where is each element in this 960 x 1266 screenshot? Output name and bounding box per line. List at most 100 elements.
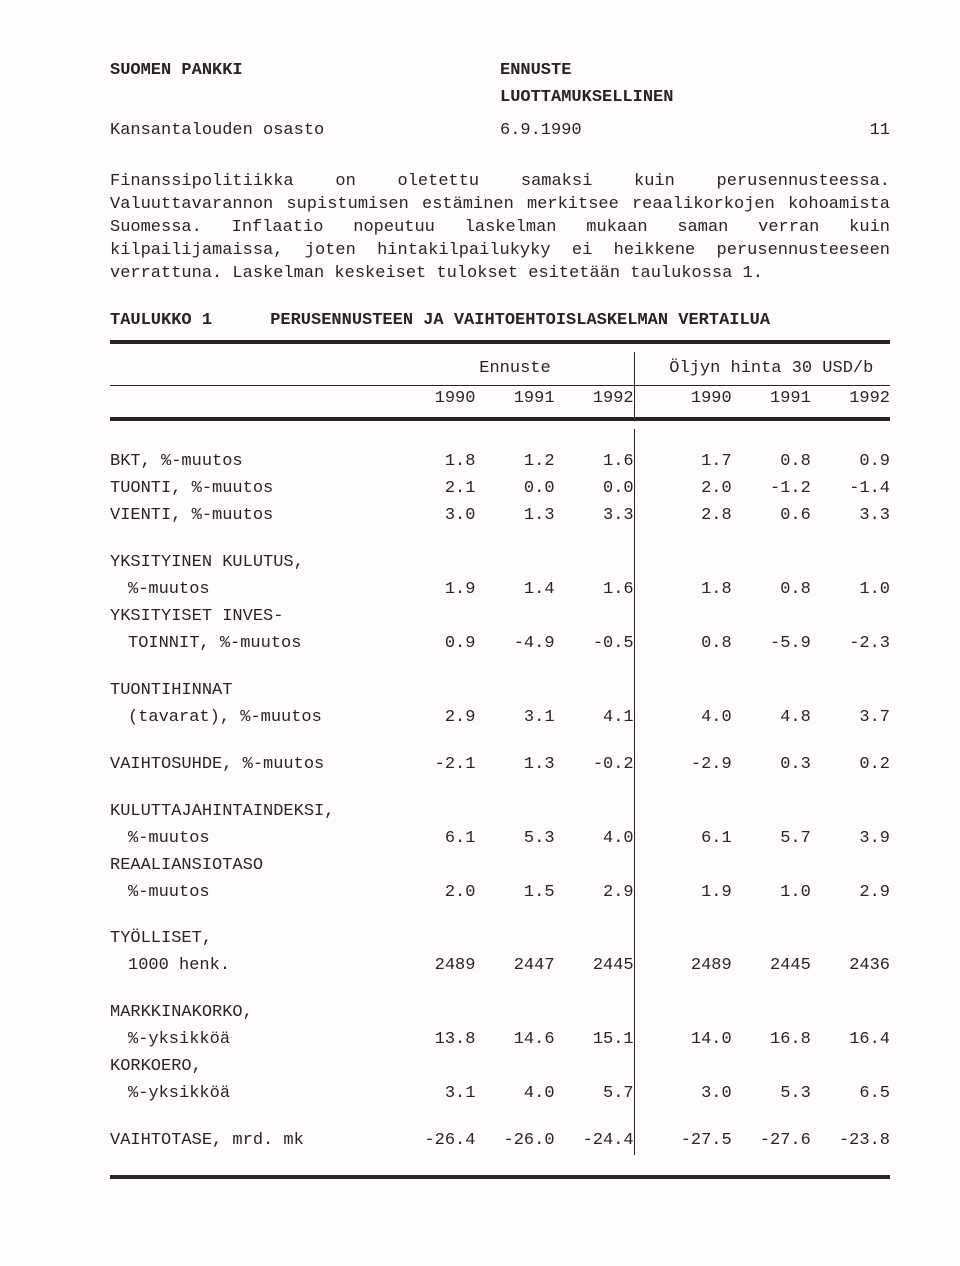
- row-value: 1.3: [475, 503, 554, 530]
- row-label: YKSITYINEN KULUTUS,: [110, 550, 396, 577]
- row-value: 5.7: [555, 1081, 635, 1108]
- table-number: TAULUKKO 1: [110, 310, 260, 333]
- table-row: REAALIANSIOTASO: [110, 853, 890, 880]
- row-value: [634, 678, 732, 705]
- table-row: TOINNIT, %-muutos0.9-4.9-0.50.8-5.9-2.3: [110, 631, 890, 658]
- doc-header-row-1: SUOMEN PANKKI ENNUSTE: [110, 60, 890, 83]
- row-value: [634, 1054, 732, 1081]
- row-value: -0.2: [555, 752, 635, 779]
- row-value: 2.8: [634, 503, 732, 530]
- row-label: %-muutos: [110, 880, 396, 907]
- row-value: [475, 853, 554, 880]
- row-label: 1000 henk.: [110, 953, 396, 980]
- row-value: [732, 604, 811, 631]
- table-row: %-muutos2.01.52.91.91.02.9: [110, 880, 890, 907]
- row-value: [555, 604, 635, 631]
- page-number: 11: [830, 120, 890, 143]
- row-value: [396, 678, 475, 705]
- doc-date: 6.9.1990: [500, 120, 760, 143]
- row-value: [555, 550, 635, 577]
- year-col: 1992: [811, 386, 890, 419]
- row-value: [475, 678, 554, 705]
- year-col: 1991: [732, 386, 811, 419]
- table-row: %-yksikköä13.814.615.114.016.816.4: [110, 1027, 890, 1054]
- row-label: MARKKINAKORKO,: [110, 1000, 396, 1027]
- row-value: [396, 926, 475, 953]
- table-row: (tavarat), %-muutos2.93.14.14.04.83.7: [110, 705, 890, 732]
- row-value: -24.4: [555, 1128, 635, 1155]
- row-label: REAALIANSIOTASO: [110, 853, 396, 880]
- row-value: [475, 550, 554, 577]
- row-value: 0.8: [732, 577, 811, 604]
- row-value: 1.0: [732, 880, 811, 907]
- row-value: [555, 799, 635, 826]
- row-value: [634, 1000, 732, 1027]
- row-value: [396, 604, 475, 631]
- row-value: [811, 1054, 890, 1081]
- row-value: 2489: [396, 953, 475, 980]
- row-value: 16.4: [811, 1027, 890, 1054]
- row-value: 0.9: [396, 631, 475, 658]
- row-value: [475, 799, 554, 826]
- row-label: (tavarat), %-muutos: [110, 705, 396, 732]
- row-value: [732, 853, 811, 880]
- row-value: [732, 678, 811, 705]
- table-group-header-row: Ennuste Öljyn hinta 30 USD/b: [110, 352, 890, 385]
- row-value: -26.0: [475, 1128, 554, 1155]
- row-value: 5.3: [475, 826, 554, 853]
- row-value: 3.3: [555, 503, 635, 530]
- table-row: VAIHTOSUHDE, %-muutos-2.11.3-0.2-2.90.30…: [110, 752, 890, 779]
- row-value: [555, 678, 635, 705]
- table-row: BKT, %-muutos1.81.21.61.70.80.9: [110, 449, 890, 476]
- row-value: [811, 678, 890, 705]
- row-value: 2447: [475, 953, 554, 980]
- row-value: [732, 1000, 811, 1027]
- row-value: [732, 550, 811, 577]
- row-value: [396, 853, 475, 880]
- row-value: 2.9: [555, 880, 635, 907]
- doc-type: ENNUSTE: [500, 60, 760, 83]
- row-label: TYÖLLISET,: [110, 926, 396, 953]
- row-value: 2.0: [634, 476, 732, 503]
- row-value: [396, 1000, 475, 1027]
- row-value: [811, 799, 890, 826]
- row-label: %-yksikköä: [110, 1081, 396, 1108]
- table-row: VAIHTOTASE, mrd. mk-26.4-26.0-24.4-27.5-…: [110, 1128, 890, 1155]
- row-value: [811, 1000, 890, 1027]
- row-value: [634, 550, 732, 577]
- row-value: 2.9: [811, 880, 890, 907]
- row-value: 14.0: [634, 1027, 732, 1054]
- row-value: 1.4: [475, 577, 554, 604]
- row-value: [555, 1000, 635, 1027]
- row-value: 6.1: [396, 826, 475, 853]
- row-value: -1.4: [811, 476, 890, 503]
- row-value: [811, 853, 890, 880]
- row-value: 0.0: [555, 476, 635, 503]
- row-value: 1.6: [555, 449, 635, 476]
- row-value: 1.9: [396, 577, 475, 604]
- row-value: [396, 799, 475, 826]
- row-value: 2.9: [396, 705, 475, 732]
- row-value: 4.0: [634, 705, 732, 732]
- table-body: BKT, %-muutos1.81.21.61.70.80.9TUONTI, %…: [110, 429, 890, 1155]
- row-value: 2.1: [396, 476, 475, 503]
- row-value: 2445: [555, 953, 635, 980]
- row-value: 3.7: [811, 705, 890, 732]
- row-value: 0.8: [634, 631, 732, 658]
- row-label: TUONTI, %-muutos: [110, 476, 396, 503]
- row-value: -2.9: [634, 752, 732, 779]
- row-value: 0.6: [732, 503, 811, 530]
- row-value: 1.8: [634, 577, 732, 604]
- group-header-ennuste: Ennuste: [396, 352, 634, 385]
- row-label: VAIHTOSUHDE, %-muutos: [110, 752, 396, 779]
- table-row: MARKKINAKORKO,: [110, 1000, 890, 1027]
- row-value: 0.2: [811, 752, 890, 779]
- year-col: 1991: [475, 386, 554, 419]
- row-value: 15.1: [555, 1027, 635, 1054]
- row-value: 3.1: [475, 705, 554, 732]
- row-label: VAIHTOTASE, mrd. mk: [110, 1128, 396, 1155]
- department: Kansantalouden osasto: [110, 120, 430, 143]
- classification: LUOTTAMUKSELLINEN: [500, 87, 760, 110]
- row-value: 2445: [732, 953, 811, 980]
- row-value: [634, 853, 732, 880]
